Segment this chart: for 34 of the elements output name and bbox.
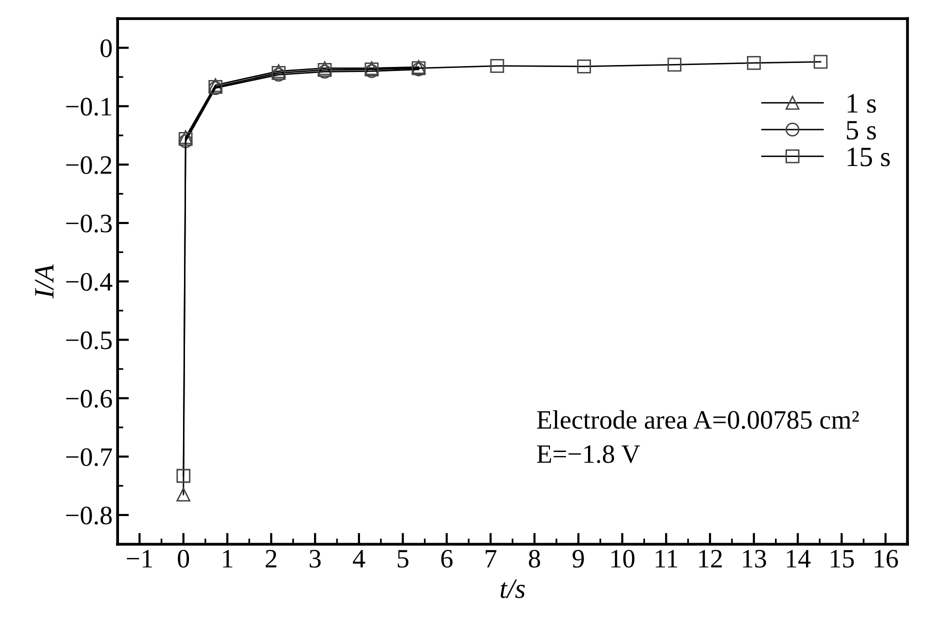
x-tick-label: 0 xyxy=(178,550,190,568)
x-tick-label: 16 xyxy=(874,550,898,568)
x-tick-label: −1 xyxy=(126,550,152,568)
y-tick-label: −0.4 xyxy=(66,273,112,291)
x-axis-title: t/s xyxy=(500,580,525,598)
x-tick-label: 12 xyxy=(699,550,722,568)
x-tick-label: 13 xyxy=(743,550,766,568)
legend-label: 15 s xyxy=(848,148,890,166)
y-tick-label: −0.5 xyxy=(66,331,112,350)
y-tick-label: −0.3 xyxy=(66,214,112,233)
y-tick-label: −0.8 xyxy=(66,506,112,525)
x-tick-label: 10 xyxy=(611,550,634,568)
legend-label: 5 s xyxy=(846,121,876,140)
x-tick-label: 11 xyxy=(656,550,678,568)
y-tick-label: −0.1 xyxy=(66,98,112,116)
annotation: E=−1.8 V xyxy=(536,445,640,464)
x-tick-label: 8 xyxy=(528,550,540,568)
y-tick-label: −0.6 xyxy=(66,390,112,408)
x-tick-label: 2 xyxy=(266,550,276,568)
x-tick-label: 9 xyxy=(572,550,584,568)
x-tick-label: 7 xyxy=(486,550,496,568)
x-tick-label: 5 xyxy=(398,550,408,568)
x-tick-label: 15 xyxy=(830,550,854,568)
y-tick-label: 0 xyxy=(100,39,112,58)
y-axis-title: I/A xyxy=(35,264,54,298)
annotation: Electrode area A=0.00785 cm² xyxy=(536,410,859,429)
x-tick-label: 14 xyxy=(786,550,811,568)
x-tick-label: 6 xyxy=(441,550,453,568)
x-tick-label: 3 xyxy=(310,550,321,568)
legend-label: 1 s xyxy=(848,94,876,113)
y-tick-label: −0.7 xyxy=(66,448,112,466)
x-tick-label: 1 xyxy=(223,550,232,568)
y-tick-label: −0.2 xyxy=(66,156,112,174)
x-tick-label: 4 xyxy=(352,550,366,568)
